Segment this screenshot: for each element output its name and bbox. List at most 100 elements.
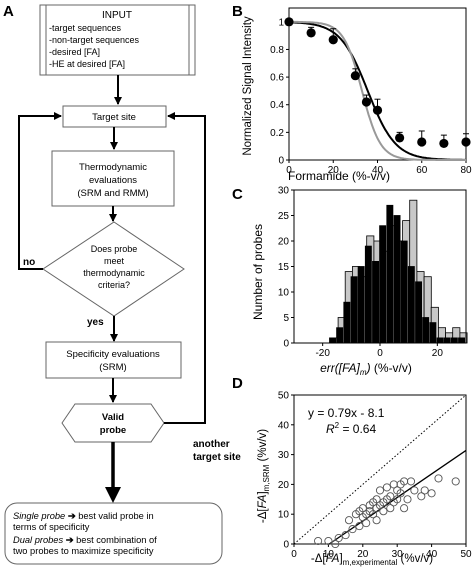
input-item: -non-target sequences xyxy=(49,35,140,45)
chart-d-data-point xyxy=(417,492,426,501)
chart-c-bar xyxy=(364,245,372,344)
chart-d-data-point xyxy=(355,522,364,531)
chart-c-bar xyxy=(379,225,387,344)
chart-c-y-tick-label: 0 xyxy=(283,339,289,350)
chart-d-y-tick-label: 20 xyxy=(278,480,290,491)
chart-d-y-tick-label: 0 xyxy=(283,540,289,551)
chart-c-y-tick-label: 5 xyxy=(283,313,289,324)
chart-d-xlabel-unit: (%v/v) xyxy=(397,553,433,565)
chart-b-data-point xyxy=(284,17,294,27)
output-single-desc: best valid probe in xyxy=(78,511,153,521)
chart-c-xlabel-sub: m xyxy=(360,368,367,377)
panel-label-a: A xyxy=(3,3,14,20)
chart-d-data-point xyxy=(324,536,333,546)
chart-d-data-point xyxy=(400,504,409,513)
chart-d-data-point xyxy=(427,489,436,498)
chart-d-data-point xyxy=(393,495,402,504)
chart-b-x-tick-label: 60 xyxy=(416,165,428,176)
chart-d-data-point xyxy=(358,504,367,513)
panel-label-b: B xyxy=(232,3,243,20)
chart-d-ylabel-post: ] xyxy=(257,491,269,494)
chart-d-xlabel-pre: -Δ[ xyxy=(311,553,327,565)
chart-c-bar xyxy=(429,322,437,344)
chart-b-data-point xyxy=(395,133,405,143)
chart-c-x-tick-label: -20 xyxy=(315,348,330,359)
chart-c-bar xyxy=(422,317,430,344)
valid-probe-label: probe xyxy=(100,425,126,436)
chart-c-bar xyxy=(393,215,401,344)
chart-b-fit-curve xyxy=(289,20,466,161)
thermo-label: Thermodynamic xyxy=(79,162,147,173)
chart-b-data-point xyxy=(461,137,471,147)
input-item: -desired [FA] xyxy=(49,47,100,57)
thermo-box xyxy=(51,150,175,207)
chart-b-ylabel: Normalized Signal Intensity xyxy=(242,16,254,156)
input-item: -HE at desired [FA] xyxy=(49,59,125,69)
chart-c-x-tick-label: 0 xyxy=(377,348,383,359)
chart-d-r2: R2 = 0.64 xyxy=(326,421,376,436)
chart-c-bar xyxy=(450,337,458,344)
chart-d-data-point xyxy=(331,539,340,549)
output-arrow-glyph: ➔ xyxy=(66,535,74,545)
chart-b-y-tick-label: 0 xyxy=(278,156,284,167)
output-single-term: Single probe xyxy=(13,511,65,521)
chart-d-data-point xyxy=(362,519,371,528)
chart-d-y-tick-label: 30 xyxy=(278,450,290,461)
chart-b-y-tick-label: 0.4 xyxy=(270,100,284,111)
specificity-label: Specificity evaluations xyxy=(66,349,160,360)
yes-label: yes xyxy=(87,317,104,328)
chart-c-bar xyxy=(329,337,336,344)
chart-c-xlabel-unit: (%-v/v) xyxy=(371,361,412,375)
chart-b-xlabel: Formamide (%-v/v) xyxy=(288,169,390,183)
output-box xyxy=(4,502,223,565)
chart-d-x-tick-label: 30 xyxy=(392,549,404,560)
chart-c-bar xyxy=(386,204,394,344)
output-arrow-glyph: ➔ xyxy=(68,511,76,521)
input-item: -target sequences xyxy=(49,23,122,33)
chart-c-ylabel: Number of probes xyxy=(251,224,265,320)
chart-d-xlabel-sub: m,experimental xyxy=(343,558,398,567)
chart-c-xlabel-ital: err([FA] xyxy=(320,361,360,375)
chart-c-bar xyxy=(336,327,344,344)
chart-d-data-point xyxy=(451,477,460,486)
chart-c: C Number of probes err([FA]m) (%-v/v) -2… xyxy=(232,186,468,377)
chart-d-data-point xyxy=(334,533,343,543)
decision-label: criteria? xyxy=(98,280,130,290)
chart-d-ylabel-ital: FA xyxy=(257,494,269,508)
valid-probe-hexagon xyxy=(61,403,165,443)
flowchart: A INPUT -target sequences -non-target se… xyxy=(3,3,241,565)
chart-b-y-tick-label: 1 xyxy=(278,17,284,28)
chart-d-data-point xyxy=(372,495,381,504)
chart-c-bar xyxy=(357,266,365,344)
decision-label: Does probe xyxy=(91,244,138,254)
chart-d-r2-sup: 2 xyxy=(335,421,340,430)
chart-d-data-point xyxy=(386,504,395,513)
chart-b-data-point xyxy=(306,28,316,38)
thermo-label: (SRM and RMM) xyxy=(77,188,148,199)
output-dual-desc2: two probes to maximize specificity xyxy=(13,546,154,556)
chart-d-equation: y = 0.79x - 8.1 xyxy=(308,406,385,420)
chart-c-plot: -20 0 20 0 5 10 15 20 25 30 xyxy=(278,186,468,359)
chart-d-x-tick-label: 20 xyxy=(357,549,369,560)
chart-d-data-point xyxy=(420,486,429,495)
chart-c-x-tick-label: 20 xyxy=(432,348,444,359)
output-dual-desc: best combination of xyxy=(76,535,157,545)
output-dual: Dual probes ➔ best combination of xyxy=(13,535,157,545)
chart-c-y-tick-label: 30 xyxy=(278,186,290,197)
chart-b-x-tick-label: 0 xyxy=(286,165,292,176)
chart-d-x-tick-label: 50 xyxy=(460,549,472,560)
target-site-label: Target site xyxy=(92,112,136,123)
chart-d-data-point xyxy=(314,536,323,546)
chart-b-x-tick-label: 40 xyxy=(372,165,384,176)
chart-d-data-point xyxy=(403,495,412,504)
output-single: Single probe ➔ best valid probe in xyxy=(13,511,154,521)
input-box xyxy=(39,4,196,76)
chart-d-data-point xyxy=(406,477,416,486)
chart-d-data-point xyxy=(344,516,354,525)
decision-label: meet xyxy=(104,256,125,266)
chart-b: B Normalized Signal Intensity Formamide … xyxy=(232,3,472,183)
chart-d-data-point xyxy=(348,525,357,534)
another-label: target site xyxy=(193,452,241,463)
output-dual-term: Dual probes xyxy=(13,535,63,545)
chart-c-bar xyxy=(400,240,408,344)
